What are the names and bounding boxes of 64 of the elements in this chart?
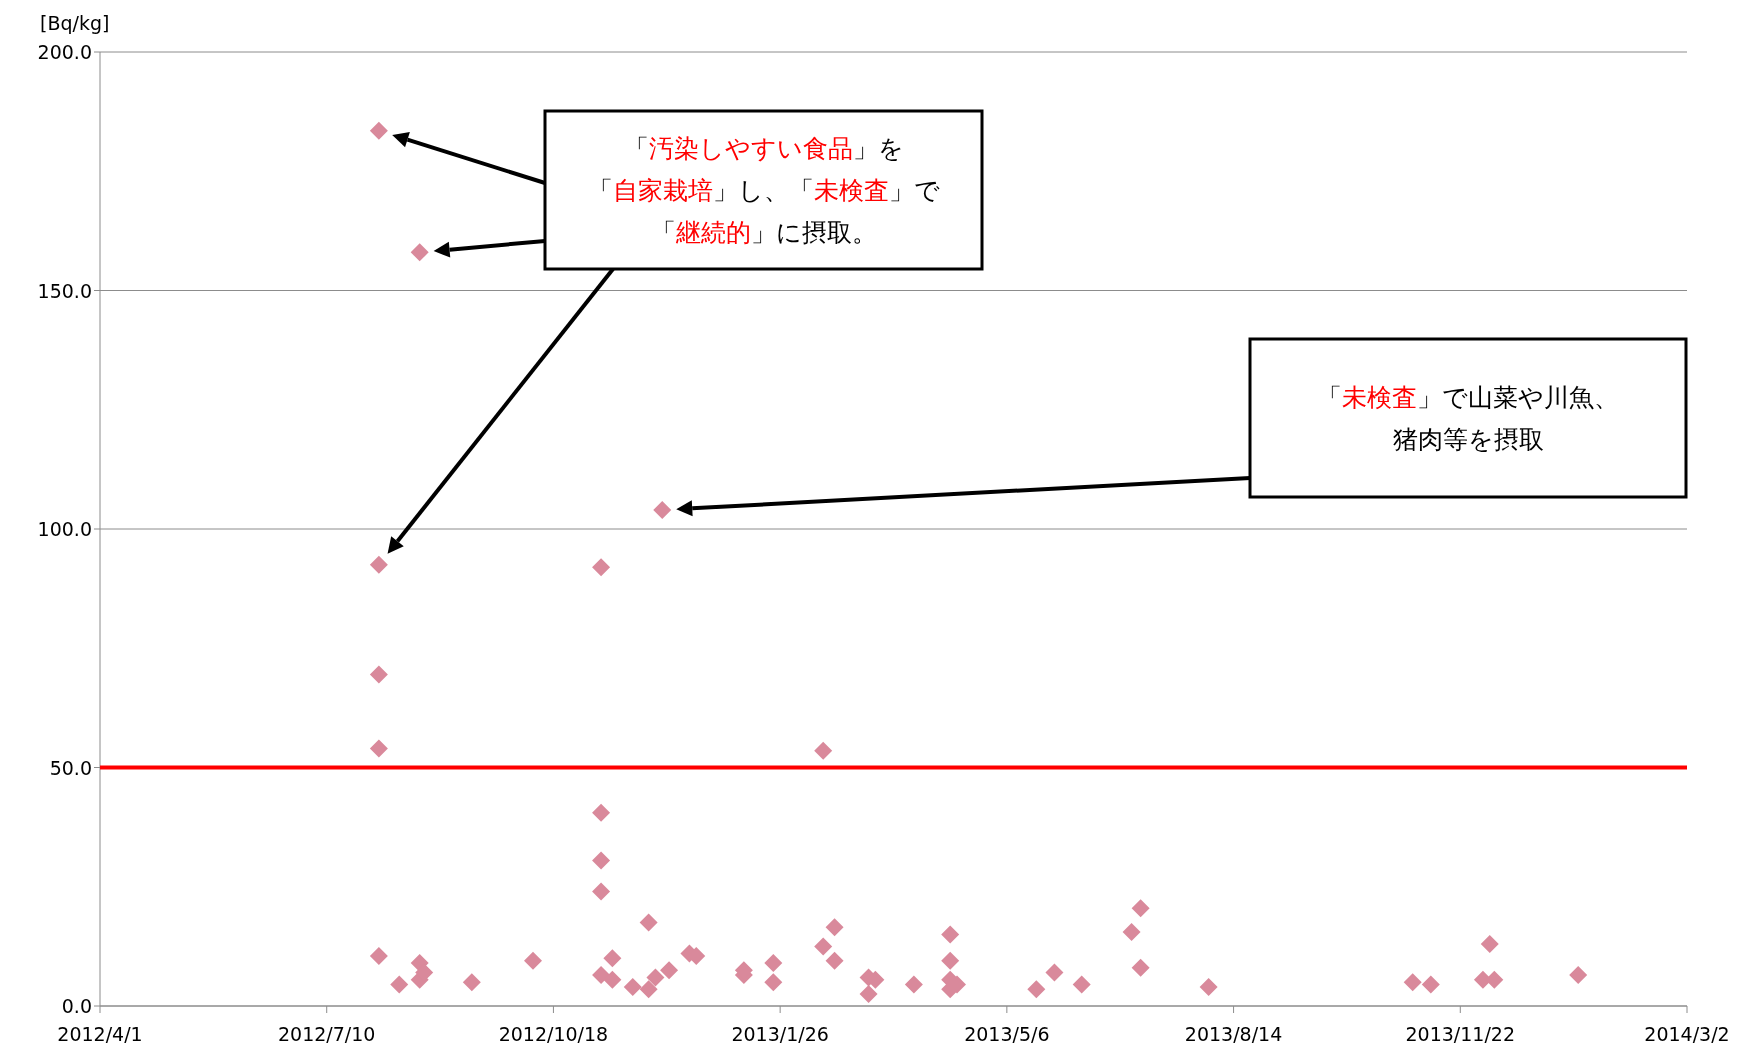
point xyxy=(825,951,844,970)
point xyxy=(1045,963,1064,982)
x-tick-label: 2013/8/14 xyxy=(1184,1023,1283,1045)
point xyxy=(369,121,388,140)
y-axis-title: [Bq/kg] xyxy=(40,12,110,34)
point xyxy=(369,665,388,684)
point xyxy=(941,925,960,944)
point xyxy=(390,975,409,994)
point xyxy=(592,558,611,577)
point xyxy=(764,973,783,992)
point xyxy=(369,946,388,965)
point xyxy=(1480,934,1499,953)
y-tick-label: 100.0 xyxy=(37,518,92,540)
point xyxy=(825,918,844,937)
point xyxy=(764,954,783,973)
point xyxy=(410,243,429,262)
point xyxy=(859,985,878,1004)
point xyxy=(1403,973,1422,992)
annotation: 「自家栽培」し、「未検査」で xyxy=(587,176,940,205)
callout: 「汚染しやすい食品」を 「自家栽培」し、「未検査」で 「継続的」に摂取。 xyxy=(543,109,984,271)
x-tick-label: 2012/10/18 xyxy=(498,1023,609,1045)
y-tick-label: 150.0 xyxy=(37,279,92,302)
point xyxy=(1421,975,1440,994)
y-tick-label: 50.0 xyxy=(49,756,92,779)
point xyxy=(592,851,611,870)
point xyxy=(623,977,642,996)
x-tick-label: 2013/1/26 xyxy=(731,1023,829,1045)
x-tick-label: 2013/5/6 xyxy=(964,1023,1050,1045)
point xyxy=(1131,958,1150,977)
point xyxy=(592,966,611,984)
point xyxy=(941,951,960,970)
x-tick-label: 2013/11/22 xyxy=(1405,1023,1516,1045)
x-tick-label: 2014/3/2 xyxy=(1644,1023,1730,1045)
point xyxy=(1199,977,1218,996)
point xyxy=(1072,975,1091,994)
point xyxy=(592,803,611,822)
point xyxy=(1027,980,1046,999)
point xyxy=(639,913,658,932)
point xyxy=(660,961,679,980)
annotation: 猪肉等を摂取 xyxy=(1392,425,1544,454)
point xyxy=(462,973,481,992)
annotation: 「汚染しやすい食品」を xyxy=(623,134,904,163)
point xyxy=(814,741,833,760)
annotation: 「継続的」に摂取。 xyxy=(650,218,877,247)
point xyxy=(603,970,622,989)
point xyxy=(646,968,665,987)
annotation: 「未検査」で山菜や川魚、 xyxy=(1317,383,1619,412)
point xyxy=(904,975,923,994)
point xyxy=(653,500,672,519)
point xyxy=(369,555,388,574)
point xyxy=(369,739,388,758)
x-tick-label: 2012/4/1 xyxy=(57,1023,143,1045)
point xyxy=(524,951,543,970)
y-tick-label: 0.0 xyxy=(61,995,92,1017)
point xyxy=(639,980,658,999)
point xyxy=(1569,966,1588,984)
point xyxy=(814,937,833,956)
callout: 「未検査」で山菜や川魚、 猪肉等を摂取 xyxy=(1248,337,1688,499)
point xyxy=(1131,899,1150,918)
point xyxy=(603,949,622,968)
point xyxy=(592,882,611,901)
point xyxy=(1122,923,1141,942)
x-tick-label: 2012/7/10 xyxy=(278,1023,376,1045)
y-tick-label: 200.0 xyxy=(37,41,92,63)
